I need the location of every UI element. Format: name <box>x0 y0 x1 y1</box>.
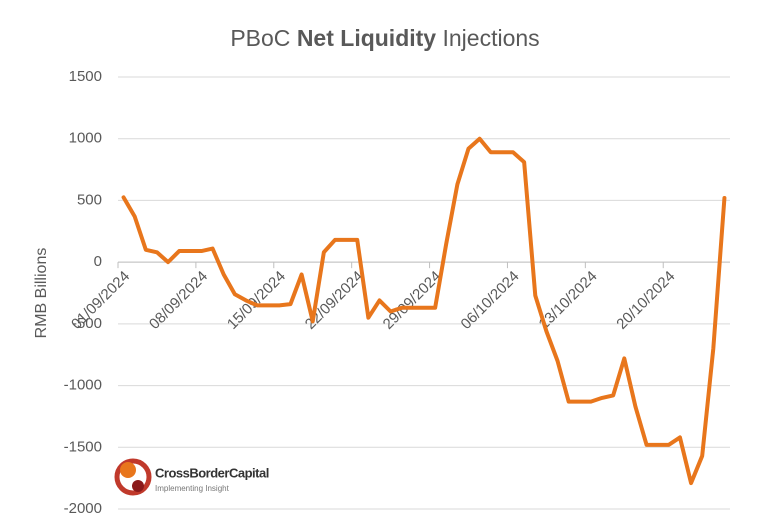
chart-title: PBoC Net Liquidity Injections <box>230 25 539 51</box>
title-part: PBoC <box>230 25 290 51</box>
y-tick-label: -2000 <box>64 500 102 517</box>
x-tick-label: 08/09/2024 <box>146 268 211 333</box>
y-tick-label: -500 <box>72 315 102 332</box>
series-line <box>121 136 727 486</box>
logo-tagline: Implementing Insight <box>155 484 230 493</box>
y-tick-label: -1000 <box>64 377 102 394</box>
y-tick-label: 1000 <box>69 130 102 147</box>
x-tick-label: 15/09/2024 <box>224 268 289 333</box>
title-part: Injections <box>442 25 539 51</box>
logo-name: CrossBorderCapital <box>155 465 269 480</box>
x-tick-label: 20/10/2024 <box>613 268 678 333</box>
y-tick-label: 500 <box>77 191 102 208</box>
logo: CrossBorderCapital Implementing Insight <box>114 458 269 496</box>
y-tick-label: 1500 <box>69 68 102 85</box>
logo-dot <box>132 480 144 492</box>
y-axis-label: RMB Billions <box>33 248 50 339</box>
x-tick-label: 22/09/2024 <box>302 268 367 333</box>
y-tick-label: -1500 <box>64 438 102 455</box>
y-tick-label: 0 <box>94 253 102 270</box>
title-part: Net Liquidity <box>297 25 436 51</box>
x-tick-label: 06/10/2024 <box>458 268 523 333</box>
logo-ring <box>114 458 152 496</box>
logo-dot <box>120 462 136 478</box>
